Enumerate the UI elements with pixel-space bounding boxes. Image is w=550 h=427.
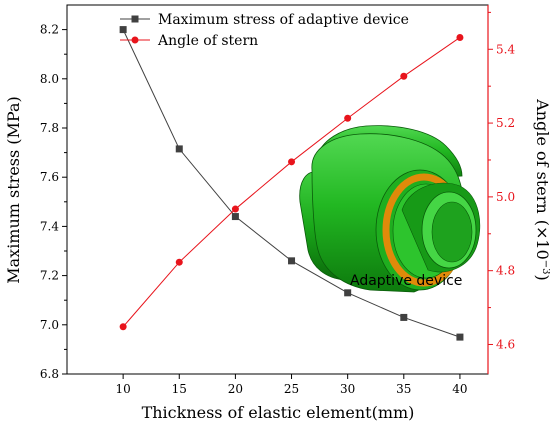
series-markers-angle-of-stern [119,33,464,331]
left-y-tick-label: 7.4 [40,219,59,233]
legend-marker-angle [131,36,139,44]
point-angle-of-stern [288,158,296,166]
legend-marker-stress [131,15,139,23]
x-tick-label: 40 [452,382,467,396]
right-y-tick-label: 5.4 [496,42,515,56]
left-y-tick-label: 7.6 [40,170,59,184]
point-angle-of-stern [400,72,408,80]
annotation-label: Adaptive device [350,273,462,289]
left-y-tick-label: 8.2 [40,23,59,37]
right-y-tick-label: 4.6 [496,337,515,351]
legend-label-stress: Maximum stress of adaptive device [158,12,409,28]
point-angle-of-stern [456,33,464,41]
x-tick-label: 30 [340,382,355,396]
point-angle-of-stern [231,205,239,213]
left-y-axis-ticks: 6.8 7.0 7.2 7.4 7.6 7.8 8.0 8.2 [40,23,67,381]
x-tick-label: 10 [115,382,130,396]
left-y-axis-title: Maximum stress (MPa) [4,96,23,284]
left-y-tick-label: 7.2 [40,269,59,283]
point-maximum-stress [400,313,408,321]
left-y-tick-label: 6.8 [40,367,59,381]
x-axis-title: Thickness of elastic element(mm) [142,403,415,422]
x-tick-label: 25 [284,382,299,396]
right-y-tick-label: 5.2 [496,116,515,130]
device-bore-inner [431,201,473,263]
legend: Maximum stress of adaptive device Angle … [120,12,409,49]
legend-label-angle: Angle of stern [157,33,258,49]
x-tick-label: 20 [228,382,243,396]
x-axis-ticks: 10 15 20 25 30 35 40 [115,374,468,396]
right-y-tick-label: 5.0 [496,190,515,204]
right-y-tick-label: 4.8 [496,264,515,278]
right-y-axis-title: Angle of stern(×10−3) [533,98,550,281]
x-tick-label: 15 [172,382,187,396]
right-y-axis-ticks: 4.6 4.8 5.0 5.2 5.4 [488,11,515,351]
point-maximum-stress [231,213,239,221]
point-maximum-stress [456,333,464,341]
left-y-tick-label: 7.8 [40,121,59,135]
adaptive-device-illustration: Adaptive device [299,125,481,293]
point-maximum-stress [175,145,183,153]
series-markers-maximum-stress [119,26,464,341]
point-maximum-stress [344,289,352,297]
point-angle-of-stern [344,114,352,122]
point-angle-of-stern [119,323,127,331]
point-maximum-stress [288,257,296,265]
point-angle-of-stern [175,258,183,266]
left-y-tick-label: 7.0 [40,318,59,332]
x-tick-label: 35 [396,382,411,396]
point-maximum-stress [119,26,127,34]
left-y-tick-label: 8.0 [40,72,59,86]
